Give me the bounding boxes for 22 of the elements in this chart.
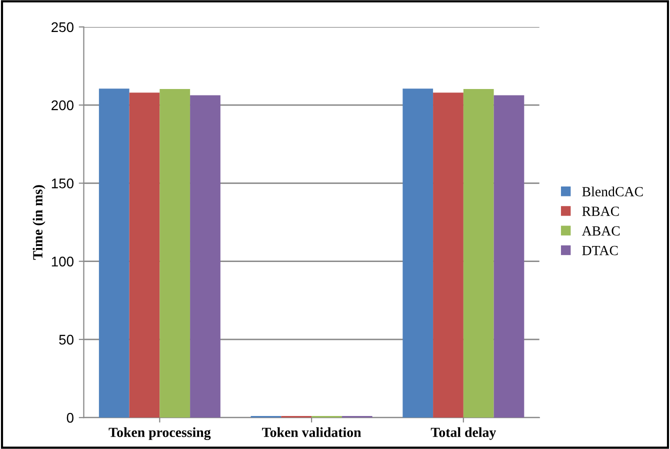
bar <box>98 88 130 418</box>
bar <box>433 92 464 418</box>
bar <box>190 95 220 418</box>
legend-label: DTAC <box>582 246 618 256</box>
y-tick-label: 250 <box>52 22 74 32</box>
x-tick-label: Token validation <box>262 427 362 438</box>
y-tick-label: 100 <box>52 256 74 266</box>
bar <box>402 88 434 418</box>
y-axis-title: Time (in ms) <box>32 185 46 260</box>
bar <box>160 88 190 418</box>
legend-label: BlendCAC <box>582 186 643 196</box>
bar <box>463 88 494 418</box>
bar <box>494 95 524 418</box>
y-tick-label: 50 <box>59 334 74 345</box>
bar <box>129 92 160 418</box>
legend-label: RBAC <box>582 206 619 216</box>
x-tick-label: Total delay <box>430 427 496 440</box>
x-tick-label: Token processing <box>108 427 211 440</box>
y-tick-label: 150 <box>52 178 74 188</box>
legend-label: ABAC <box>582 226 620 236</box>
y-tick-label: 200 <box>52 100 74 110</box>
y-tick-label: 0 <box>66 412 74 423</box>
